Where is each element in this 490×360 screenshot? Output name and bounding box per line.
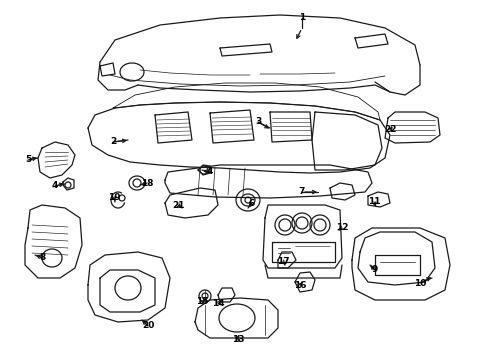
Text: 7: 7 bbox=[299, 188, 305, 197]
Text: 16: 16 bbox=[294, 280, 306, 289]
Text: 15: 15 bbox=[196, 297, 208, 306]
Text: 12: 12 bbox=[336, 224, 348, 233]
Text: 4: 4 bbox=[52, 181, 58, 190]
Text: 22: 22 bbox=[384, 126, 396, 135]
Text: 3: 3 bbox=[255, 117, 261, 126]
Text: 8: 8 bbox=[40, 253, 46, 262]
Text: 9: 9 bbox=[372, 266, 378, 274]
Text: 5: 5 bbox=[25, 156, 31, 165]
Text: 10: 10 bbox=[414, 279, 426, 288]
Text: 1: 1 bbox=[299, 13, 305, 22]
Text: 13: 13 bbox=[232, 336, 244, 345]
Text: 19: 19 bbox=[108, 193, 121, 202]
Text: 21: 21 bbox=[172, 201, 184, 210]
Text: 18: 18 bbox=[141, 179, 153, 188]
Text: 2: 2 bbox=[110, 138, 116, 147]
Text: 20: 20 bbox=[142, 321, 154, 330]
Text: 6: 6 bbox=[249, 198, 255, 207]
Text: 11: 11 bbox=[368, 198, 380, 207]
Text: 4: 4 bbox=[207, 167, 213, 176]
Text: 17: 17 bbox=[277, 257, 289, 266]
Text: 14: 14 bbox=[212, 300, 224, 309]
